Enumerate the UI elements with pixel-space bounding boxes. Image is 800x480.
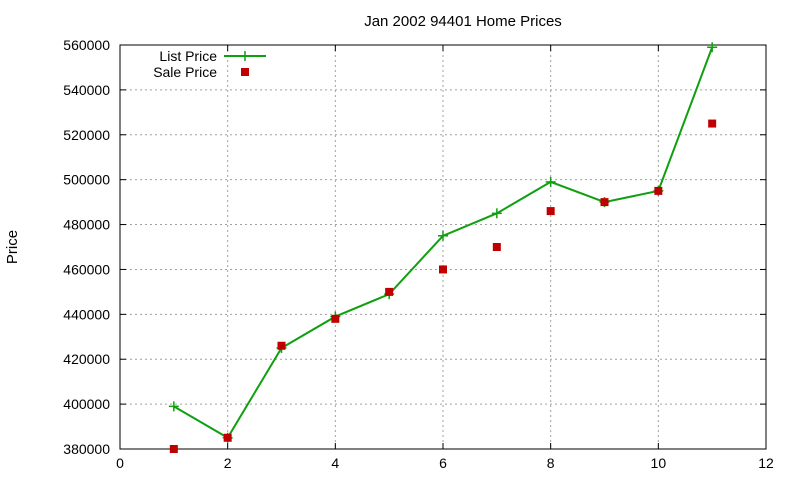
- sale-price-point: [492, 243, 501, 251]
- sale-price-point: [708, 119, 717, 128]
- sale-price-point: [331, 314, 340, 323]
- x-tick-label: 10: [651, 455, 667, 471]
- legend-marker-sale-price: [241, 68, 249, 76]
- list-price-point: [438, 230, 448, 241]
- y-tick-label: 420000: [63, 351, 110, 367]
- grid-layer: [120, 45, 766, 449]
- x-tick-label: 8: [547, 455, 555, 471]
- x-tick-label: 2: [224, 455, 232, 471]
- y-tick-label: 440000: [63, 306, 110, 322]
- x-tick-label: 12: [758, 455, 774, 471]
- y-tick-label: 560000: [63, 37, 110, 53]
- sale-price-point: [277, 341, 286, 350]
- legend-label-list-price: List Price: [159, 48, 217, 64]
- y-tick-label: 480000: [63, 217, 110, 233]
- legend-label-sale-price: Sale Price: [153, 64, 217, 80]
- y-tick-label: 520000: [63, 127, 110, 143]
- list-price-point: [168, 401, 179, 412]
- x-tick-label: 0: [116, 455, 124, 471]
- legend-marker-list-price: [240, 51, 250, 61]
- y-tick-label: 500000: [63, 172, 110, 188]
- x-tick-label: 4: [331, 455, 339, 471]
- y-axis-label: Price: [4, 230, 21, 264]
- list-price-point: [707, 42, 718, 53]
- y-tick-label: 540000: [63, 82, 110, 98]
- sale-price-point: [223, 433, 232, 442]
- sale-price-point: [385, 287, 394, 296]
- sale-price-point: [439, 265, 447, 274]
- series-layer: [168, 42, 718, 453]
- y-tick-label: 380000: [63, 441, 110, 457]
- y-tick-label: 400000: [63, 396, 110, 412]
- y-tick-label: 460000: [63, 261, 110, 277]
- sale-price-point: [546, 207, 555, 216]
- list-price-point: [545, 176, 556, 187]
- sale-price-point: [600, 198, 609, 207]
- x-tick-label: 6: [439, 455, 447, 471]
- chart-title: Jan 2002 94401 Home Prices: [364, 13, 562, 30]
- ticks-layer: 0 2 4 6 8 10 12 380000 400000 420000 440000 460000 4…: [63, 37, 774, 471]
- sale-price-point: [654, 186, 663, 195]
- sale-price-point: [169, 445, 178, 453]
- list-price-point: [491, 208, 502, 219]
